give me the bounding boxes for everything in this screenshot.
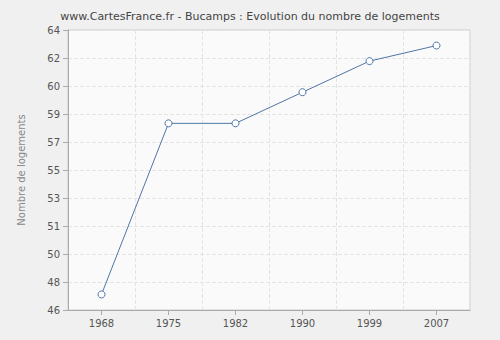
svg-text:www.CartesFrance.fr - Bucamps: www.CartesFrance.fr - Bucamps : Evolutio… xyxy=(60,10,440,23)
svg-text:62: 62 xyxy=(47,53,60,64)
svg-text:Nombre de logements: Nombre de logements xyxy=(16,114,27,225)
svg-text:51: 51 xyxy=(47,221,60,232)
svg-text:57: 57 xyxy=(47,137,60,148)
svg-text:59: 59 xyxy=(47,109,60,120)
svg-text:55: 55 xyxy=(47,165,60,176)
svg-text:46: 46 xyxy=(47,305,60,316)
svg-text:1982: 1982 xyxy=(223,318,248,329)
svg-text:64: 64 xyxy=(47,25,60,36)
svg-text:48: 48 xyxy=(47,277,60,288)
svg-text:1999: 1999 xyxy=(357,318,382,329)
svg-text:1990: 1990 xyxy=(290,318,315,329)
svg-text:50: 50 xyxy=(47,249,60,260)
svg-text:53: 53 xyxy=(47,193,60,204)
svg-text:2007: 2007 xyxy=(424,318,449,329)
svg-text:1975: 1975 xyxy=(156,318,181,329)
svg-text:60: 60 xyxy=(47,81,60,92)
svg-text:1968: 1968 xyxy=(89,318,114,329)
